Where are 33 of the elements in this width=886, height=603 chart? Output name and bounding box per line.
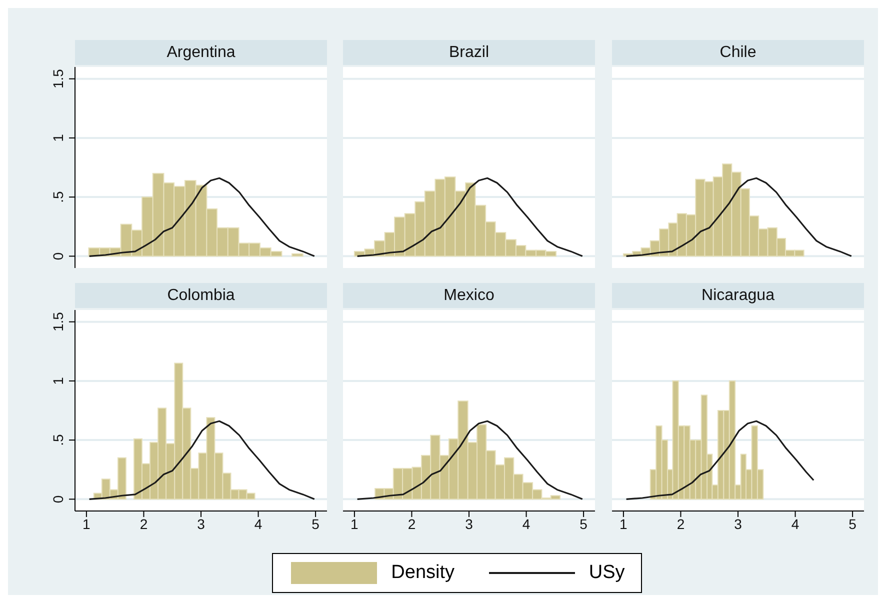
legend-label: USy: [588, 562, 625, 584]
chart-title: Colombia: [75, 283, 327, 308]
x-tick-label: 1: [350, 516, 359, 532]
y-tick-label: .5: [50, 191, 66, 203]
x-tick-label: 2: [408, 516, 416, 532]
chart-title: Nicaragua: [612, 283, 864, 308]
y-tick-label: 1: [50, 134, 66, 142]
y-tick-label: .5: [50, 434, 66, 446]
x-tick-label: 3: [734, 516, 742, 532]
chart-title: Brazil: [343, 40, 595, 65]
line-series: [88, 420, 316, 500]
line-series: [88, 177, 316, 257]
chart-title: Mexico: [343, 283, 595, 308]
y-tick-label: 1.5: [50, 68, 66, 89]
legend-label: Density: [391, 562, 455, 584]
y-tick-label: 0: [50, 495, 66, 504]
x-tick-label: 4: [522, 516, 530, 532]
x-tick-label: 2: [140, 516, 148, 532]
x-tick-label: 5: [848, 516, 857, 532]
x-tick-label: 5: [312, 516, 320, 532]
chart-title: Chile: [612, 40, 864, 65]
x-tick-label: 1: [620, 516, 628, 532]
chart-title: Argentina: [75, 40, 327, 65]
y-tick-label: 1: [50, 376, 66, 385]
y-tick-label: 0: [50, 252, 66, 260]
x-tick-label: 3: [465, 516, 474, 532]
x-tick-label: 2: [676, 516, 685, 532]
x-tick-label: 4: [254, 516, 262, 532]
x-tick-label: 5: [580, 516, 588, 532]
y-tick-label: 1.5: [50, 312, 66, 332]
x-tick-label: 1: [82, 516, 91, 532]
x-tick-label: 4: [791, 516, 800, 532]
x-tick-label: 3: [197, 516, 206, 532]
